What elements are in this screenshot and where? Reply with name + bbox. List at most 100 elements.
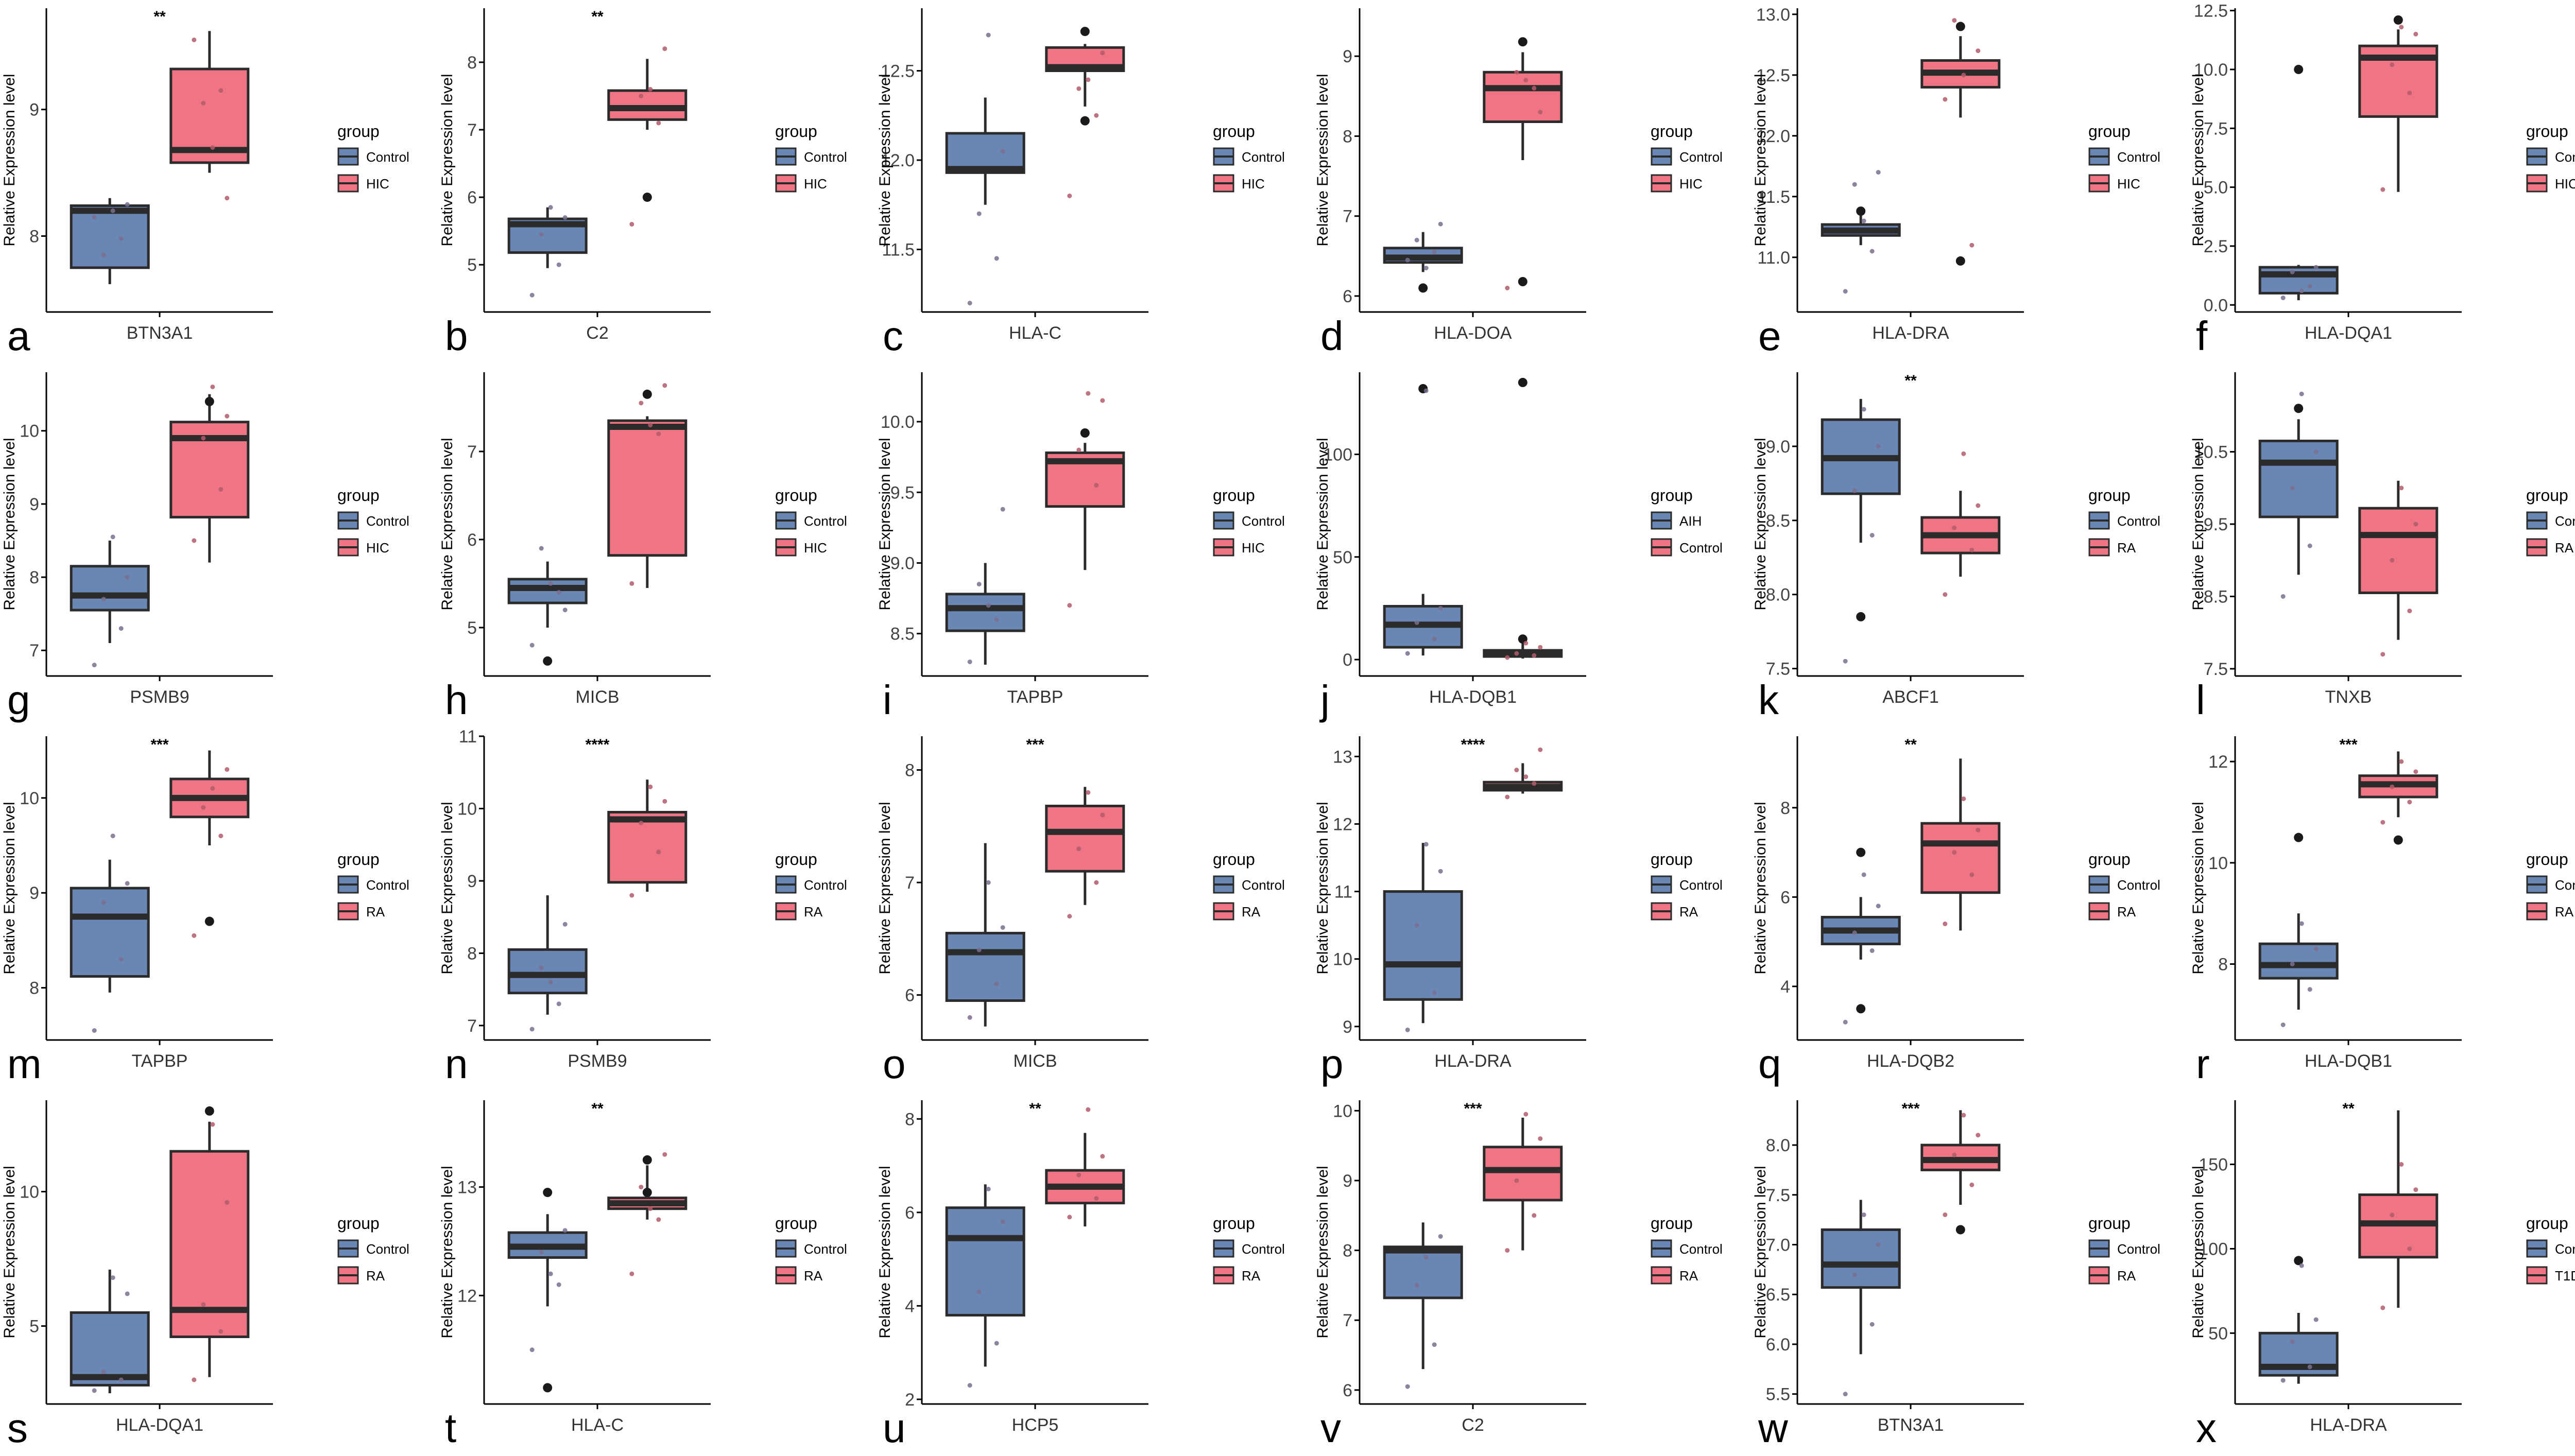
y-tick-label: 9.5 [2204, 515, 2228, 534]
jitter-point [2380, 652, 2385, 657]
outlier-point [1856, 612, 1866, 621]
significance-stars: ** [1029, 1100, 1041, 1117]
legend-label: Control [1679, 540, 1723, 556]
panel-p: 9 10 11 12 13 HLA-DRA Relative Expression leve… [1314, 736, 1723, 1087]
legend-title: group [1213, 486, 1255, 505]
jitter-point [994, 617, 999, 622]
legend-label: HIC [804, 540, 827, 556]
legend-label: HIC [2117, 176, 2140, 192]
jitter-point [2280, 1022, 2286, 1027]
legend-label: HIC [366, 176, 389, 192]
jitter-point [656, 850, 661, 855]
outlier-point [543, 1383, 553, 1393]
x-category-label: C2 [1462, 1415, 1484, 1435]
jitter-point [2299, 391, 2304, 396]
jitter-point [1094, 1196, 1099, 1201]
jitter-point [1869, 533, 1875, 538]
jitter-point [1961, 796, 1966, 801]
jitter-point [1000, 1219, 1005, 1224]
x-category-label: HLA-DQA1 [2305, 323, 2392, 343]
outlier-point [543, 1188, 553, 1198]
outlier-point [2294, 1256, 2304, 1266]
jitter-point [1000, 507, 1005, 512]
box-Control [945, 593, 1025, 632]
y-tick-label: 7 [467, 120, 477, 140]
y-tick-label: 13 [1333, 747, 1352, 767]
box-Control [2258, 439, 2339, 518]
y-tick-label: 6.0 [1766, 1335, 1790, 1355]
legend-label: Control [1679, 877, 1723, 893]
jitter-point [1086, 1107, 1091, 1112]
jitter-point [1505, 794, 1510, 800]
jitter-point [1423, 1255, 1429, 1260]
jitter-point [976, 947, 982, 952]
panel-d: 6 7 8 9 HLA-DOA Relative Expression level d gro… [1314, 8, 1723, 359]
jitter-point [2313, 946, 2319, 951]
jitter-point [629, 222, 634, 227]
jitter-point [1861, 872, 1866, 877]
x-category-label: PSMB9 [568, 1051, 627, 1071]
jitter-point [1523, 78, 1529, 83]
legend-title: group [775, 486, 817, 505]
jitter-point [1876, 444, 1881, 449]
box-RA [607, 811, 688, 884]
jitter-point [2299, 921, 2304, 926]
panel-i: 8.5 9.0 9.5 10.0 TAPBP Relative Expression le… [877, 372, 1285, 723]
y-tick-label: 7.5 [2204, 119, 2228, 138]
legend-label: RA [804, 1268, 823, 1284]
jitter-point [629, 893, 634, 898]
jitter-point [2307, 987, 2312, 992]
outlier-point [1518, 37, 1527, 47]
legend-title: group [337, 122, 380, 141]
jitter-point [1414, 237, 1419, 242]
panel-c: 11.5 12.0 12.5 HLA-C Relative Expression lev… [877, 8, 1285, 359]
y-tick-label: 10.5 [2194, 443, 2228, 462]
jitter-point [1843, 1019, 1848, 1025]
jitter-point [556, 590, 561, 595]
jitter-point [1943, 1212, 1948, 1217]
jitter-point [548, 1271, 553, 1276]
jitter-point [110, 534, 115, 540]
jitter-point [1100, 1154, 1105, 1159]
box-Control [2258, 266, 2339, 294]
jitter-point [192, 37, 197, 42]
box-Control [70, 204, 150, 269]
y-tick-label: 6 [905, 1203, 915, 1223]
jitter-point [118, 957, 124, 962]
y-tick-label: 9.5 [890, 483, 915, 502]
jitter-point [1876, 904, 1881, 909]
y-axis-title: Relative Expression level [877, 74, 894, 246]
panel-letter: k [1758, 677, 1779, 723]
jitter-point [1861, 1212, 1866, 1217]
jitter-point [1961, 451, 1966, 456]
panel-g: 7 8 9 10 PSMB9 Relative Expression level g grou… [1, 372, 409, 723]
jitter-point [118, 1377, 124, 1382]
legend-label: Control [2555, 877, 2575, 893]
box-Control [1821, 1228, 1901, 1289]
y-tick-label: 0.0 [2204, 296, 2228, 315]
jitter-point [125, 575, 130, 580]
jitter-point [1094, 880, 1099, 885]
y-tick-label: 9.0 [1766, 437, 1790, 457]
panel-f: 0.0 2.5 5.0 7.5 10.0 12.5 HLA-DQA1 Relative Exp… [2190, 2, 2575, 359]
outlier-point [204, 916, 214, 926]
box-RA [1045, 804, 1125, 873]
box-Control [945, 1206, 1025, 1317]
x-category-label: HLA-C [1009, 323, 1061, 343]
x-category-label: HLA-DQB1 [1429, 687, 1517, 707]
y-tick-label: 7 [467, 442, 477, 462]
panel-e: 11.0 11.5 12.0 12.5 13.0 HLA-DRA Relative Expr… [1752, 5, 2160, 359]
y-tick-label: 100 [1323, 445, 1352, 464]
panel-a: 8 9 BTN3A1 Relative Expression level a ** grou… [1, 8, 409, 359]
y-tick-label: 7 [905, 873, 915, 893]
jitter-point [556, 1282, 561, 1287]
jitter-point [2280, 296, 2286, 301]
y-tick-label: 8.5 [2204, 587, 2228, 606]
y-tick-label: 6.5 [1766, 1285, 1790, 1305]
jitter-point [1869, 249, 1875, 254]
box-RA [1483, 1146, 1563, 1202]
jitter-point [556, 1001, 561, 1007]
panel-letter: u [883, 1405, 906, 1451]
jitter-point [1843, 1392, 1848, 1397]
outlier-point [642, 1188, 652, 1198]
